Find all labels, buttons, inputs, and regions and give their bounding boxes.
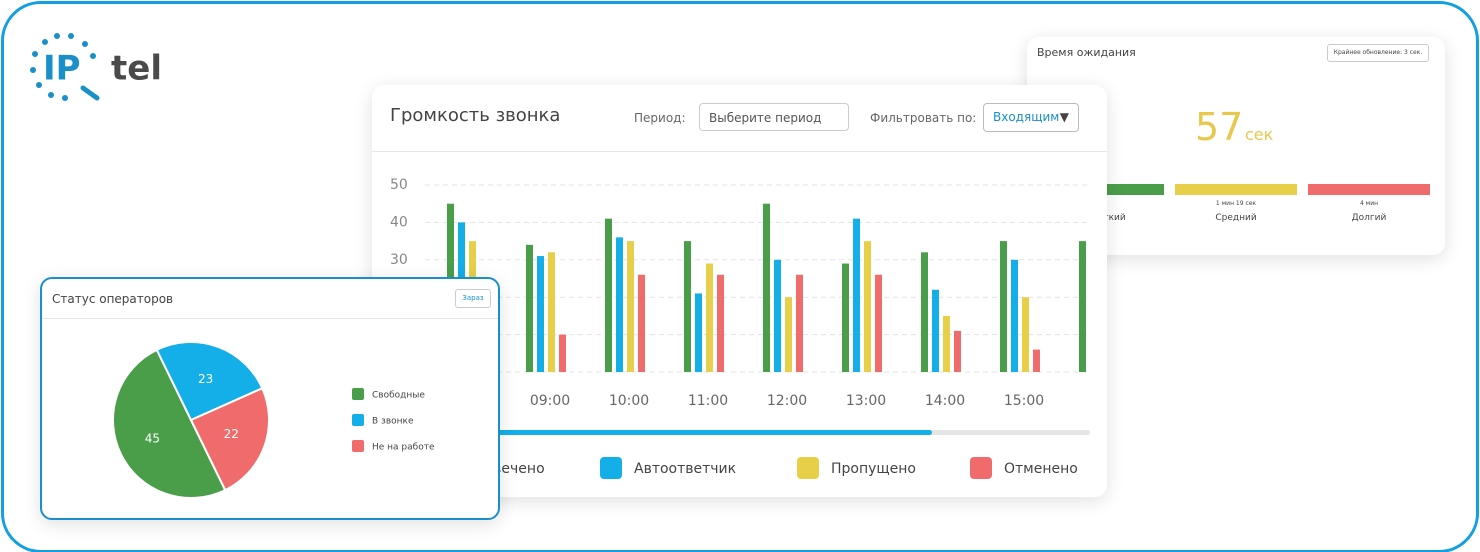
bar [774, 259, 781, 372]
bar-chart: 0102030405009:0010:0011:0012:0013:0014:0… [390, 177, 1090, 479]
legend-label: Автоответчик [634, 461, 736, 477]
legend-label: Не на работе [372, 443, 435, 453]
y-tick-label: 30 [390, 252, 408, 268]
bar [853, 218, 860, 372]
bar [559, 334, 566, 372]
legend-swatch [970, 457, 992, 479]
filter-select[interactable]: Входящим ▼ [983, 103, 1079, 132]
y-tick-label: 50 [390, 177, 408, 193]
bar [796, 274, 803, 372]
filter-label: Фильтровать по: [870, 111, 977, 125]
period-input[interactable]: Выберите период [699, 103, 849, 131]
legend-swatch [352, 388, 364, 400]
logo-ip: IP [43, 49, 81, 89]
status-title: Статус операторов [52, 292, 174, 306]
divider [42, 318, 498, 319]
pie-chart: 45 23 22 Свободные В звонке Не на работе [112, 341, 435, 499]
level-bar [1308, 184, 1430, 195]
bar [605, 218, 612, 372]
bar [785, 297, 792, 372]
pie-slice [155, 341, 264, 422]
scroll-thumb[interactable] [440, 430, 932, 435]
wait-title: Время ожидания [1037, 46, 1136, 59]
bar [1022, 297, 1029, 372]
bar [526, 244, 533, 372]
bar [875, 274, 882, 372]
bar [548, 252, 555, 372]
bar [537, 256, 544, 372]
wait-value: 57 [1195, 105, 1244, 149]
bar [695, 293, 702, 372]
legend-swatch [600, 457, 622, 479]
legend-label: Свободные [372, 391, 425, 401]
x-tick-label: 10:00 [609, 393, 649, 409]
bar [717, 274, 724, 372]
bar [638, 274, 645, 372]
bar [1000, 241, 1007, 372]
wait-unit: сек [1245, 125, 1274, 144]
bar [943, 315, 950, 372]
logo-tel: tel [111, 49, 162, 89]
filter-value: Входящим [993, 110, 1060, 124]
x-tick-label: 15:00 [1004, 393, 1044, 409]
bar [932, 289, 939, 372]
level-time: 4 мин [1359, 200, 1379, 207]
bar [616, 237, 623, 372]
bar [1079, 241, 1086, 372]
divider [372, 151, 1107, 152]
x-tick-label: 14:00 [925, 393, 965, 409]
y-tick-label: 40 [390, 214, 408, 230]
bar [1011, 259, 1018, 372]
legend-swatch [352, 440, 364, 452]
level-time: 1 мин 19 сек [1215, 200, 1257, 207]
bar [842, 263, 849, 372]
bar [1033, 349, 1040, 372]
bar [763, 203, 770, 372]
bar [864, 241, 871, 372]
status-panel: Статус операторов Зараз 45 23 22 Свободные В… [40, 277, 500, 520]
bar [627, 241, 634, 372]
logo: IP tel [30, 33, 162, 101]
x-tick-label: 09:00 [530, 393, 570, 409]
legend-label: Отменено [1004, 461, 1078, 477]
legend-swatch [352, 414, 364, 426]
pie-slice [112, 348, 227, 499]
volume-title: Громкость звонка [390, 105, 561, 126]
status-button[interactable]: Зараз [455, 289, 491, 308]
legend-label: Пропущено [831, 461, 916, 477]
bar [706, 263, 713, 372]
legend-swatch [797, 457, 819, 479]
x-tick-label: 11:00 [688, 393, 728, 409]
update-button[interactable]: Крайнее обновление: 3 сек. [1327, 44, 1429, 62]
x-tick-label: 13:00 [846, 393, 886, 409]
x-tick-label: 12:00 [767, 393, 807, 409]
level-bar [1175, 184, 1297, 195]
period-label: Период: [634, 111, 686, 125]
level-name: Долгий [1351, 213, 1387, 223]
legend-label: В звонке [372, 417, 414, 427]
slice-label: 22 [224, 427, 239, 441]
bar [921, 252, 928, 372]
bar [954, 330, 961, 372]
level-name: Средний [1215, 213, 1257, 223]
slice-label: 45 [145, 431, 160, 445]
slice-label: 23 [198, 372, 213, 386]
pie-slice [189, 386, 270, 492]
bar [684, 241, 691, 372]
